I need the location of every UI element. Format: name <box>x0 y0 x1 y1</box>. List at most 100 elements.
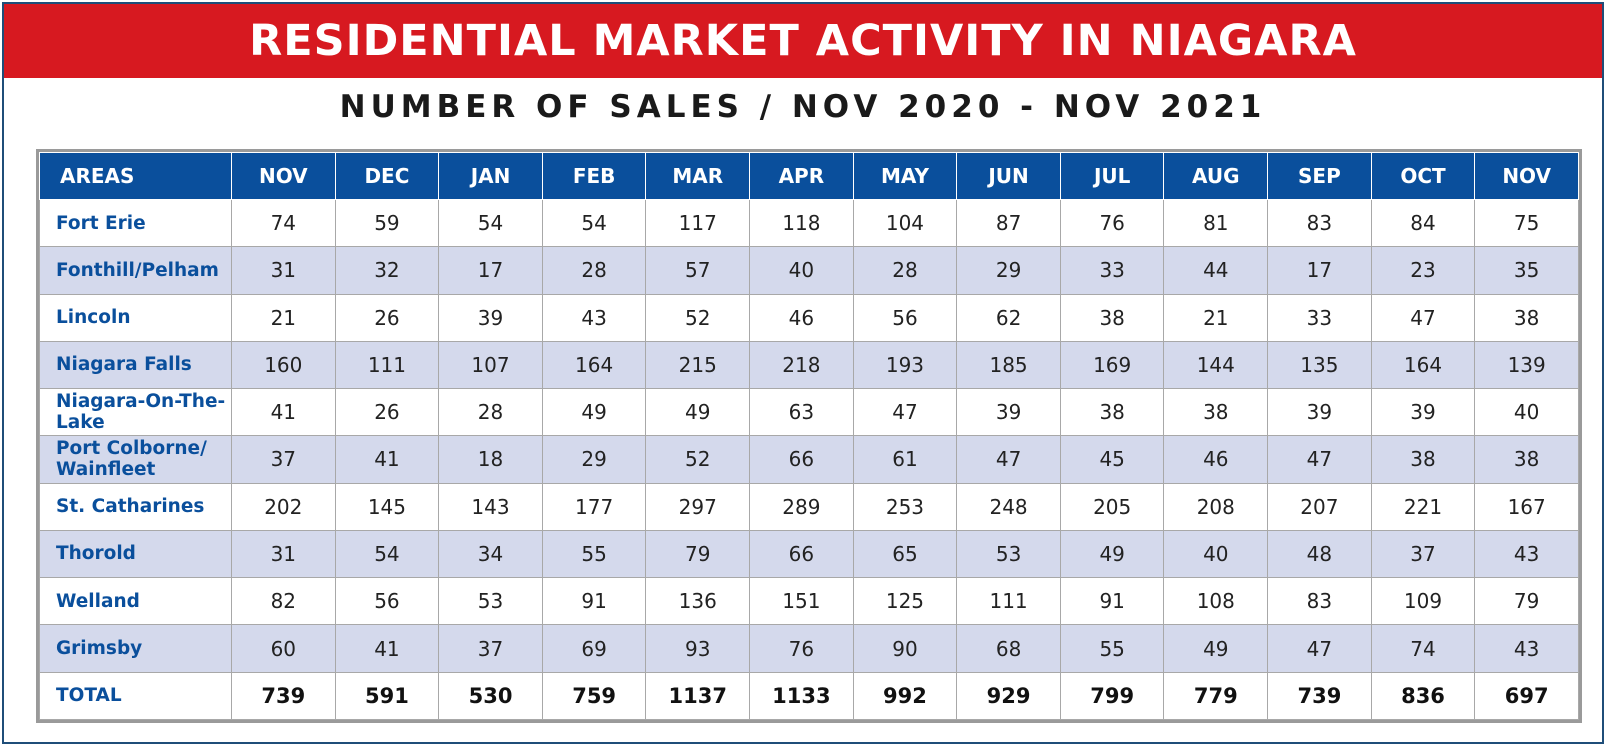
sales-value-cell: 55 <box>541 529 647 579</box>
column-header-month: DEC <box>334 152 440 200</box>
area-name-cell: Niagara-On-The-Lake <box>39 388 232 437</box>
sales-value-cell: 40 <box>749 246 854 295</box>
column-header-month: OCT <box>1370 152 1476 200</box>
sales-value-cell: 205 <box>1059 482 1165 531</box>
sales-value-cell: 39 <box>1370 388 1476 437</box>
table-row: St. Catharines 202 145 143 177 297 289 253 248 20… <box>39 482 1579 531</box>
sales-value-cell: 47 <box>852 388 958 437</box>
sales-value-cell: 21 <box>231 293 336 342</box>
column-header-month: APR <box>749 152 854 200</box>
sales-value-cell: 37 <box>231 435 336 484</box>
total-value-cell: 929 <box>956 671 1061 721</box>
sales-value-cell: 63 <box>749 388 854 437</box>
sales-table: AREAS NOV DEC JAN FEB MAR APR MAY JUN JUL AUG SEP O… <box>39 152 1579 721</box>
area-name-cell: Grimsby <box>39 624 232 673</box>
sales-value-cell: 185 <box>956 340 1061 390</box>
total-value-cell: 591 <box>334 671 440 721</box>
sales-value-cell: 39 <box>438 293 543 342</box>
sales-value-cell: 111 <box>956 577 1061 626</box>
area-name-cell: Port Colborne/ Wainfleet <box>39 435 232 484</box>
column-header-month: MAR <box>645 152 751 200</box>
sales-value-cell: 49 <box>541 388 647 437</box>
sales-value-cell: 139 <box>1474 340 1579 390</box>
sales-value-cell: 21 <box>1163 293 1269 342</box>
sales-value-cell: 54 <box>438 198 543 248</box>
column-header-month: SEP <box>1267 152 1372 200</box>
sales-value-cell: 40 <box>1163 529 1269 579</box>
sales-value-cell: 135 <box>1267 340 1372 390</box>
sales-value-cell: 38 <box>1474 293 1579 342</box>
area-name-cell: Fonthill/Pelham <box>39 246 232 295</box>
table-row: Niagara-On-The-Lake 41 26 28 49 49 63 47 39 38 38 3… <box>39 388 1579 437</box>
sales-value-cell: 253 <box>852 482 958 531</box>
sales-value-cell: 39 <box>1267 388 1372 437</box>
sales-value-cell: 221 <box>1370 482 1476 531</box>
sales-value-cell: 118 <box>749 198 854 248</box>
sales-value-cell: 177 <box>541 482 647 531</box>
sales-value-cell: 41 <box>334 435 440 484</box>
sales-value-cell: 46 <box>1163 435 1269 484</box>
sales-value-cell: 31 <box>231 529 336 579</box>
sales-value-cell: 18 <box>438 435 543 484</box>
sales-value-cell: 38 <box>1059 293 1165 342</box>
column-header-month: JUL <box>1059 152 1165 200</box>
sales-value-cell: 47 <box>1267 624 1372 673</box>
sales-value-cell: 68 <box>956 624 1061 673</box>
sales-value-cell: 111 <box>334 340 440 390</box>
total-label-cell: TOTAL <box>39 671 232 721</box>
sales-value-cell: 59 <box>334 198 440 248</box>
sales-value-cell: 136 <box>645 577 751 626</box>
sales-value-cell: 84 <box>1370 198 1476 248</box>
sales-value-cell: 208 <box>1163 482 1269 531</box>
sales-value-cell: 62 <box>956 293 1061 342</box>
sales-value-cell: 41 <box>231 388 336 437</box>
sales-value-cell: 215 <box>645 340 751 390</box>
sales-value-cell: 32 <box>334 246 440 295</box>
column-header-month: AUG <box>1163 152 1269 200</box>
sales-value-cell: 29 <box>956 246 1061 295</box>
sales-value-cell: 66 <box>749 435 854 484</box>
total-value-cell: 530 <box>438 671 543 721</box>
sales-value-cell: 202 <box>231 482 336 531</box>
sales-value-cell: 60 <box>231 624 336 673</box>
total-value-cell: 779 <box>1163 671 1269 721</box>
sales-value-cell: 164 <box>1370 340 1476 390</box>
area-name-cell: Niagara Falls <box>39 340 232 390</box>
sales-value-cell: 79 <box>645 529 751 579</box>
sales-value-cell: 54 <box>541 198 647 248</box>
sales-value-cell: 55 <box>1059 624 1165 673</box>
column-header-month: NOV <box>1474 152 1579 200</box>
sales-value-cell: 82 <box>231 577 336 626</box>
sales-value-cell: 125 <box>852 577 958 626</box>
sales-value-cell: 47 <box>956 435 1061 484</box>
sales-value-cell: 39 <box>956 388 1061 437</box>
sales-value-cell: 66 <box>749 529 854 579</box>
sales-value-cell: 45 <box>1059 435 1165 484</box>
sales-value-cell: 74 <box>231 198 336 248</box>
sales-value-cell: 218 <box>749 340 854 390</box>
sales-value-cell: 57 <box>645 246 751 295</box>
page-subtitle: NUMBER OF SALES / NOV 2020 - NOV 2021 <box>339 89 1267 125</box>
sales-value-cell: 31 <box>231 246 336 295</box>
sales-value-cell: 65 <box>852 529 958 579</box>
sales-value-cell: 46 <box>749 293 854 342</box>
sales-value-cell: 52 <box>645 293 751 342</box>
table-body: Fort Erie 74 59 54 54 117 118 104 87 76 81 83 84 75 Fo… <box>39 198 1579 721</box>
sales-value-cell: 93 <box>645 624 751 673</box>
sales-value-cell: 38 <box>1370 435 1476 484</box>
sales-value-cell: 56 <box>334 577 440 626</box>
sales-value-cell: 193 <box>852 340 958 390</box>
sales-value-cell: 38 <box>1163 388 1269 437</box>
sales-value-cell: 53 <box>956 529 1061 579</box>
sales-value-cell: 34 <box>438 529 543 579</box>
sales-value-cell: 160 <box>231 340 336 390</box>
sales-value-cell: 43 <box>1474 624 1579 673</box>
table-row: Fort Erie 74 59 54 54 117 118 104 87 76 81 83 84 75 <box>39 198 1579 248</box>
sales-value-cell: 28 <box>438 388 543 437</box>
sales-value-cell: 91 <box>1059 577 1165 626</box>
sales-table-container: AREAS NOV DEC JAN FEB MAR APR MAY JUN JUL AUG SEP O… <box>36 149 1582 723</box>
sales-value-cell: 143 <box>438 482 543 531</box>
sales-value-cell: 49 <box>1059 529 1165 579</box>
sales-value-cell: 79 <box>1474 577 1579 626</box>
sales-value-cell: 169 <box>1059 340 1165 390</box>
